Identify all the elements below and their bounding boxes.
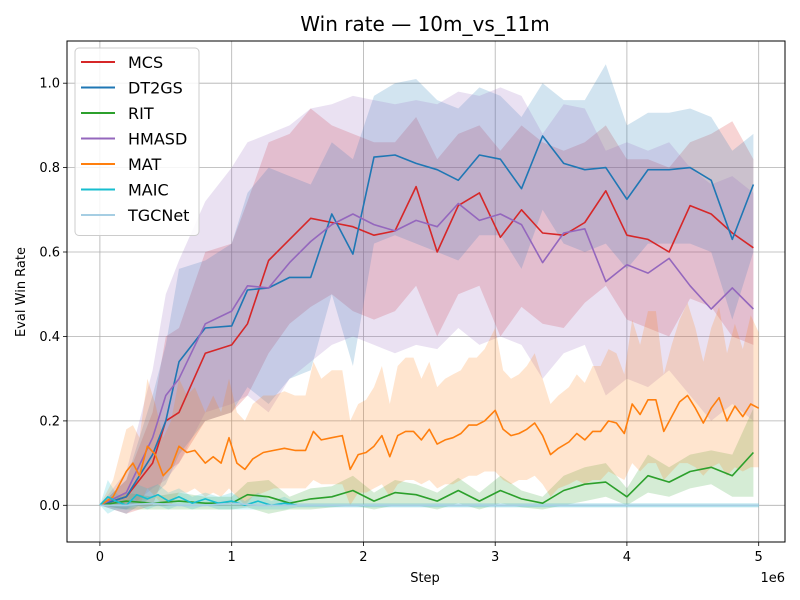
legend-label-mat: MAT — [128, 155, 162, 174]
band-mcs — [99, 108, 754, 514]
line-dt2gs — [99, 135, 755, 507]
x-tick-label: 2 — [359, 550, 367, 565]
line-mcs — [99, 185, 754, 507]
y-tick-label: 0.8 — [39, 161, 60, 176]
legend-label-maic: MAIC — [128, 181, 169, 200]
x-offset-label: 1e6 — [760, 571, 785, 586]
band-rit — [99, 408, 754, 514]
y-tick-label: 0.2 — [39, 414, 60, 429]
y-tick-label: 0.0 — [39, 499, 60, 514]
legend-label-mcs: MCS — [128, 53, 163, 72]
legend-label-hmasd: HMASD — [128, 130, 187, 149]
series-lines — [99, 135, 760, 507]
chart-title: Win rate — 10m_vs_11m — [300, 12, 549, 36]
x-tick-label: 5 — [755, 550, 763, 565]
legend-label-rit: RIT — [128, 104, 154, 123]
plot-frame — [66, 40, 786, 543]
axis-ticks: 0 1 2 3 4 5 0.0 0.2 0.4 0.6 0.8 1.0 — [39, 77, 763, 565]
legend-label-dt2gs: DT2GS — [128, 79, 183, 98]
line-hmasd — [99, 202, 754, 507]
y-tick-label: 0.6 — [39, 246, 60, 261]
confidence-bands — [99, 64, 759, 514]
x-tick-label: 1 — [228, 550, 236, 565]
grid — [67, 41, 785, 542]
band-mat — [99, 302, 759, 506]
x-tick-label: 4 — [623, 550, 631, 565]
y-tick-label: 0.4 — [39, 330, 60, 345]
line-tgcnet — [99, 502, 759, 507]
x-tick-label: 0 — [96, 550, 104, 565]
legend-label-tgcnet: TGCNet — [127, 206, 189, 225]
x-axis-label: Step — [410, 571, 440, 586]
band-hmasd — [99, 87, 754, 510]
line-mat — [99, 394, 760, 506]
y-axis-label: Eval Win Rate — [14, 247, 29, 337]
legend: MCS DT2GS RIT HMASD MAT MAIC TGCNet — [74, 47, 200, 236]
y-tick-label: 1.0 — [39, 77, 60, 92]
band-dt2gs — [99, 64, 754, 514]
x-tick-label: 3 — [491, 550, 499, 565]
